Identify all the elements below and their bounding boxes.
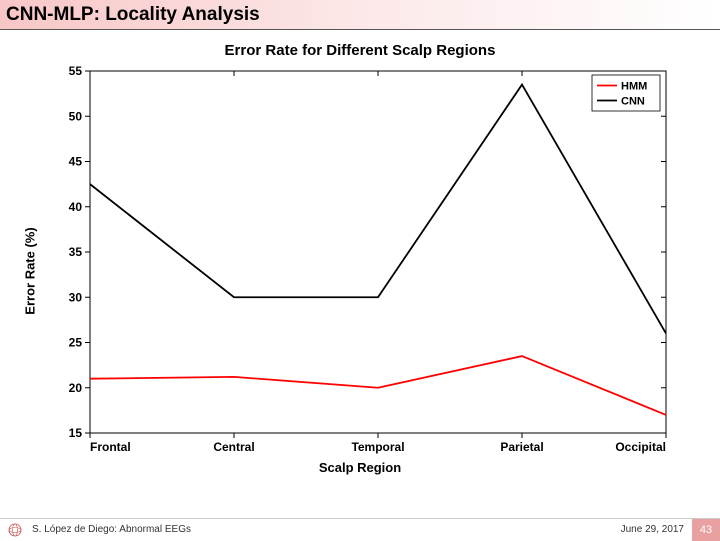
footer-logo-icon — [4, 521, 26, 539]
footer-author: S. López de Diego: Abnormal EEGs — [30, 524, 613, 535]
chart-area: Error Rate for Different Scalp Regions E… — [0, 30, 720, 518]
footer-page-number: 43 — [692, 519, 720, 541]
footer-date: June 29, 2017 — [613, 524, 692, 535]
y-tick-label: 25 — [69, 336, 83, 350]
y-tick-label: 30 — [69, 290, 83, 304]
x-tick-label: Temporal — [351, 440, 404, 454]
y-tick-label: 45 — [69, 155, 83, 169]
legend-label: CNN — [621, 96, 645, 108]
slide-root: CNN-MLP: Locality Analysis Error Rate fo… — [0, 0, 720, 540]
slide-title: CNN-MLP: Locality Analysis — [6, 4, 260, 26]
y-tick-label: 15 — [69, 426, 83, 440]
legend-label: HMM — [621, 81, 647, 93]
y-tick-label: 55 — [69, 64, 83, 78]
y-tick-label: 20 — [69, 381, 83, 395]
y-axis-label: Error Rate (%) — [23, 227, 38, 314]
plot-wrap: Error Rate (%) 152025303540455055Frontal… — [40, 61, 680, 481]
x-axis-label: Scalp Region — [319, 460, 401, 475]
chart-title: Error Rate for Different Scalp Regions — [30, 42, 690, 59]
line-chart: 15 20 25 30 35 40 45 50 55 Frontal Central Temporal… — [40, 61, 680, 481]
x-tick-label: Parietal — [500, 440, 543, 454]
y-tick-label: 40 — [69, 200, 83, 214]
x-tick-label: Occipital — [615, 440, 666, 454]
y-tick-label: 35 — [69, 245, 83, 259]
slide-footer: S. López de Diego: Abnormal EEGs June 29… — [0, 518, 720, 540]
x-tick-label: Central — [213, 440, 254, 454]
x-tick-label: Frontal — [90, 440, 131, 454]
y-tick-label: 50 — [69, 109, 83, 123]
slide-header: CNN-MLP: Locality Analysis — [0, 0, 720, 30]
